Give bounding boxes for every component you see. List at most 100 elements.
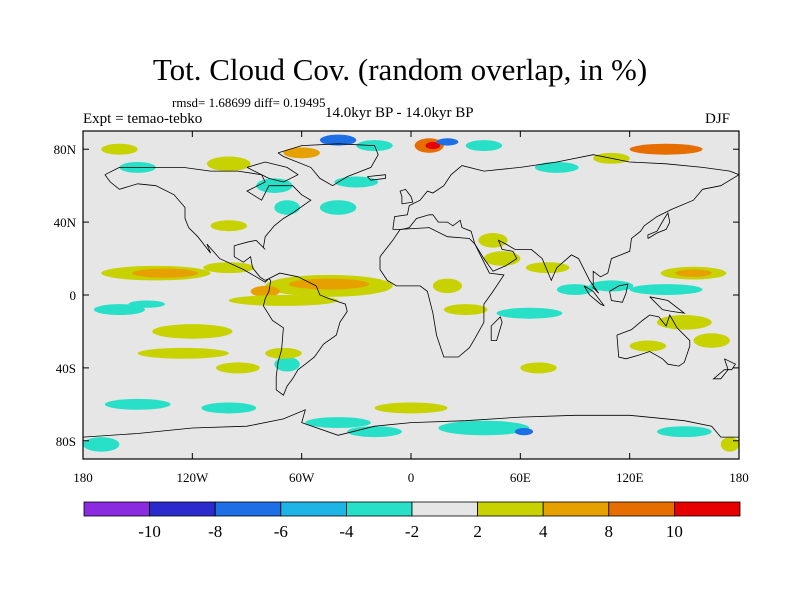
coastline-australia (616, 314, 691, 367)
anomaly-patch (216, 362, 260, 374)
anomaly-patch (137, 347, 229, 359)
coastline-greenland (277, 143, 379, 187)
x-tick-label: 120W (176, 470, 209, 485)
season-label: DJF (705, 111, 731, 127)
anomaly-patch (432, 278, 463, 294)
anomaly-patch (629, 143, 703, 155)
anomaly-patch (319, 134, 357, 146)
anomaly-patch (720, 437, 739, 452)
period-label: 14.0kyr BP - 14.0kyr BP (325, 105, 474, 121)
colorbar-label: -6 (274, 522, 288, 541)
anomaly-patch (438, 420, 530, 436)
coastline-baffin (246, 161, 299, 183)
anomaly-patch (265, 347, 302, 359)
anomaly-patch (83, 437, 120, 452)
anomaly-patch (496, 307, 563, 319)
colorbar-bin (674, 501, 741, 517)
anomaly-patch (128, 300, 165, 308)
coastline-iceland (367, 174, 386, 181)
anomaly-patch (556, 284, 594, 295)
colorbar-label: 2 (473, 522, 482, 541)
x-tick-label: 60E (510, 470, 531, 485)
anomaly-patch (525, 262, 570, 274)
anomaly-patch (101, 143, 138, 155)
anomaly-patch (132, 268, 198, 278)
anomaly-patch (93, 304, 145, 316)
colorbar-label: 10 (666, 522, 683, 541)
anomaly-patch (228, 295, 339, 306)
experiment-label: Expt = temao-tebko (83, 111, 203, 127)
anomaly-patch (203, 262, 255, 274)
colorbar-label: -10 (138, 522, 161, 541)
colorbar-label: -2 (405, 522, 419, 541)
coastline-new-zealand (712, 358, 736, 380)
anomaly-patch (283, 147, 320, 159)
y-tick-label: 80N (54, 142, 77, 157)
stats-label: rmsd= 1.68699 diff= 0.19495 (172, 95, 326, 110)
anomaly-patch (520, 362, 557, 374)
colorbar-bin (149, 501, 216, 517)
colorbar-label: 4 (539, 522, 548, 541)
colorbar-bin (280, 501, 347, 517)
anomaly-patch (693, 333, 730, 348)
y-axis: 80N 40N 0 40S 80S (54, 142, 739, 449)
x-axis: 180 120W 60W 0 60E 120E 180 (73, 131, 749, 485)
colorbar-bin (345, 501, 413, 517)
anomaly-patch (629, 284, 703, 295)
x-tick-label: 180 (73, 470, 93, 485)
colorbar-bin (477, 501, 544, 517)
coastline-africa (379, 227, 505, 358)
colorbar: -10 -8 -6 -4 -2 2 4 8 10 (83, 501, 741, 541)
coastline-antarctica (83, 409, 739, 438)
anomaly-patch (534, 161, 579, 173)
anomaly-patch (250, 285, 280, 297)
coastline-north-america (104, 167, 312, 283)
colorbar-bin (542, 501, 610, 517)
anomaly-patch (465, 140, 503, 152)
anomaly-patch (305, 417, 371, 429)
coastlines (83, 143, 739, 438)
x-tick-label: 0 (408, 470, 415, 485)
x-tick-label: 120E (616, 470, 644, 485)
anomaly-patch (589, 280, 634, 292)
anomaly-patch (334, 176, 379, 188)
coastline-japan (647, 211, 671, 239)
coastline-sumatra (583, 285, 605, 307)
colorbar-label: 8 (605, 522, 614, 541)
coastline-borneo (609, 283, 629, 303)
y-tick-label: 80S (56, 434, 76, 449)
plot-title: Tot. Cloud Cov. (random overlap, in %) (152, 52, 648, 87)
anomaly-patch (514, 428, 534, 436)
coastline-south-america (262, 272, 348, 396)
x-tick-label: 60W (289, 470, 315, 485)
anomaly-patch (436, 138, 459, 146)
anomaly-patch (210, 220, 247, 232)
y-tick-label: 40N (54, 215, 77, 230)
coastline-british-isles (399, 188, 414, 205)
anomaly-patch (657, 315, 712, 330)
anomaly-patch (104, 398, 171, 410)
y-tick-label: 0 (70, 288, 77, 303)
colorbar-bin (411, 501, 478, 517)
colorbar-bin (83, 501, 150, 517)
anomaly-patch (152, 324, 233, 339)
anomaly-patch (629, 340, 667, 352)
anomaly-patch (201, 402, 257, 414)
anomaly-patch (274, 200, 300, 215)
colorbar-bin (214, 501, 282, 517)
colorbar-label: -4 (339, 522, 354, 541)
anomaly-patch (347, 426, 402, 438)
y-tick-label: 40S (56, 361, 76, 376)
colorbar-label: -8 (208, 522, 222, 541)
anomaly-patch (675, 269, 712, 277)
coastline-eurasia (392, 154, 739, 294)
colorbar-bin (608, 501, 675, 517)
anomaly-patch (288, 278, 370, 290)
anomaly-patch (483, 251, 521, 266)
anomaly-patch (657, 426, 712, 438)
anomaly-patch (319, 200, 357, 215)
anomaly-patch (274, 356, 300, 372)
coastline-new-guinea (649, 296, 686, 314)
x-tick-label: 180 (729, 470, 749, 485)
